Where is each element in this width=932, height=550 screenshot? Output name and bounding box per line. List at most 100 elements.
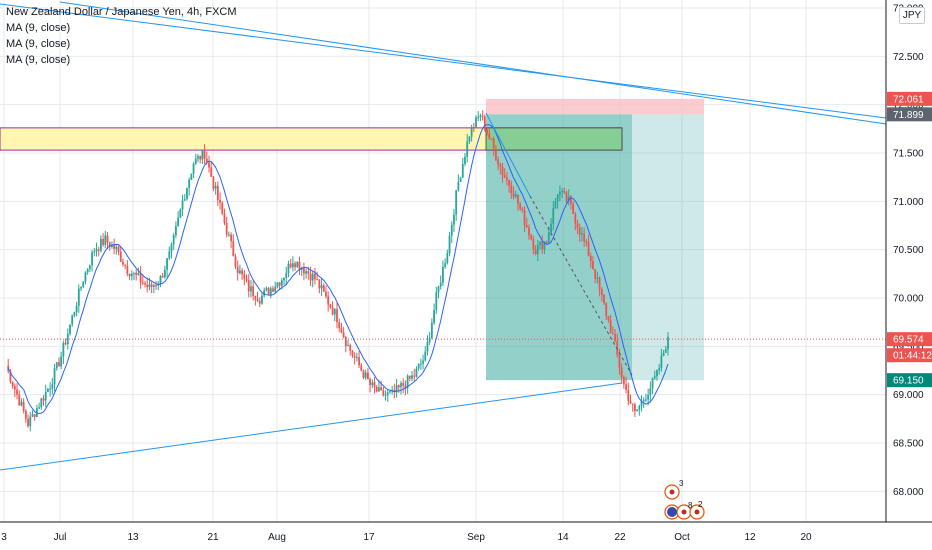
candle-body [373,382,376,387]
candle-body [137,273,140,276]
indicator-ma-1[interactable]: MA (9, close) [6,22,71,34]
candle-body [362,370,365,378]
candle-body [490,138,493,140]
candle-body [530,235,533,240]
candle-body [402,383,405,386]
projection-dashed [529,195,633,376]
y-tick-label: 71.500 [893,149,924,160]
candle-body [22,401,25,412]
candle-body [477,117,480,119]
target-price-label-bg [887,373,932,388]
candle-body [360,365,363,371]
lower-trendline [0,382,623,471]
candle-body [369,379,371,386]
candle-body [552,208,555,224]
candle-body [453,214,455,225]
candle-body [461,163,464,178]
y-tick-label: 68.500 [893,439,924,450]
candle-body [609,320,612,334]
candle-body [662,352,665,356]
stop-loss-zone [486,98,704,115]
candle-body [216,185,219,200]
candle-body [183,199,186,201]
x-tick-label: Aug [268,532,286,543]
candle-body [289,263,292,268]
candle-body [130,273,133,277]
candle-body [519,203,522,209]
candle-body [627,390,630,401]
candle-body [133,272,135,274]
candle-body [578,227,581,235]
candle-body [322,285,325,292]
candle-body [589,256,592,262]
candle-body [294,263,296,268]
candle-body [614,334,616,341]
candle-body [618,354,621,368]
candle-body [307,271,310,274]
candle-body [296,261,299,268]
candle-body [640,401,643,406]
candle-body [422,360,424,364]
candle-body [51,384,54,389]
last-price-label-bg [887,332,932,347]
indicator-ma-3[interactable]: MA (9, close) [6,54,71,66]
drawings[interactable] [0,1,887,471]
y-tick-label: 68.000 [893,487,924,498]
candle-body [338,322,341,329]
candle-body [86,269,89,273]
candle-body [543,241,546,250]
candle-body [523,210,526,226]
candle-body [389,391,391,393]
candle-body [11,381,14,387]
candle-body [177,217,180,227]
currency-button[interactable]: JPY [899,7,925,24]
candle-body [225,222,228,235]
candle-body [340,328,343,333]
candle-body [514,194,517,197]
candle-body [521,208,524,211]
candle-body [605,303,608,317]
candle-body [93,251,96,253]
candle-body [13,386,16,390]
entry-price-label: 71.899 [893,110,924,121]
candle-body [241,270,244,275]
candle-body [406,375,409,388]
candle-body [433,309,435,323]
candle-body [320,285,323,289]
candle-body [428,337,431,342]
candle-body [384,394,387,396]
candle-body [344,337,347,346]
candle-body [558,192,561,195]
candle-body [115,246,118,249]
candle-body [667,336,669,350]
candle-body [336,309,338,323]
candle-body [62,342,65,357]
candle-body [159,275,162,284]
candle-body [638,405,641,410]
candle-body [150,284,153,287]
candle-body [29,416,32,427]
candle-body [366,372,369,380]
candle-body [305,271,308,274]
candle-body [596,277,599,279]
candle-body [139,273,142,283]
event-markers[interactable]: 3 8 2 [664,479,705,520]
candle-body [66,333,69,345]
candle-body [214,185,217,189]
candle-body [278,282,281,286]
x-tick-label: 12 [744,532,756,543]
candle-body [285,273,288,278]
candle-body [263,290,266,296]
candle-body [488,133,491,139]
countdown-label: 01:44:12 [893,351,932,362]
candle-body [563,191,566,193]
candle-body [508,179,511,186]
candle-body [397,385,400,388]
indicator-ma-2[interactable]: MA (9, close) [6,38,71,50]
chart-title: New Zealand Dollar / Japanese Yen, 4h, F… [6,6,237,18]
candle-body [227,234,230,236]
candle-body [309,273,312,281]
candle-body [58,362,60,367]
candle-body [446,253,449,264]
